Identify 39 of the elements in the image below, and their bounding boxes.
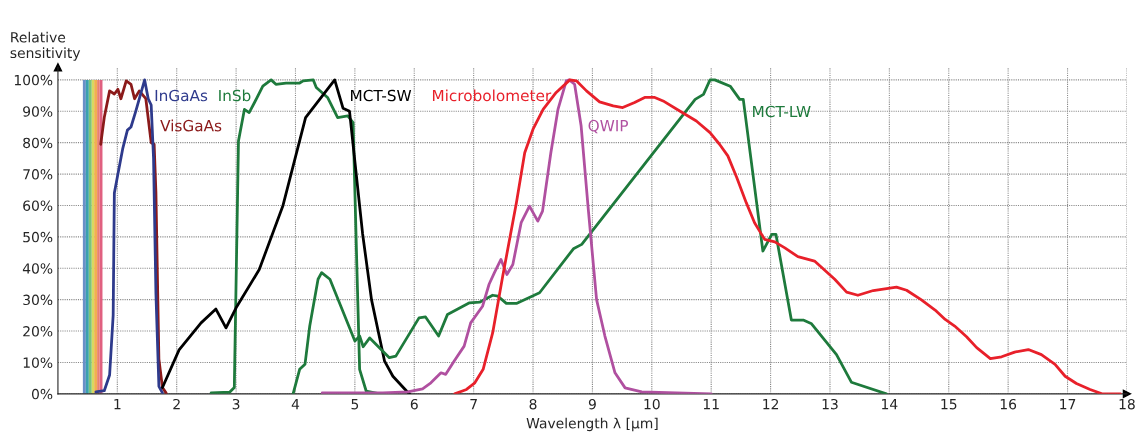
x-tick-label: 12 [763,398,779,410]
y-tick-label: 100% [14,74,53,86]
x-tick-label: 4 [291,399,300,410]
x-tick-label: 17 [1060,399,1076,410]
x-tick-label: 10 [644,398,660,410]
x-tick-label: 7 [470,399,477,410]
y-tick-label: 60% [23,200,53,211]
series-label: InSb [219,89,251,102]
y-tick-label: 20% [23,326,53,337]
x-tick-label: 13 [822,398,838,410]
x-tick-label: 15 [941,399,957,410]
series-label: InGaAs [155,89,208,102]
series-label: Microbolometer [432,89,552,102]
x-tick-label: 18 [1119,398,1135,410]
x-tick-label: 11 [703,399,719,410]
x-tick-label: 2 [173,398,180,410]
line-series [320,78,713,394]
y-tick-label: 40% [22,263,53,274]
series-label: MCT-SW [351,89,412,102]
y-tick-label: 50% [23,231,53,243]
x-tick-label: 5 [351,399,359,410]
y-tick-label: 70% [23,169,53,180]
x-axis-title: Wavelength λ [μm] [526,417,658,432]
x-tick-label: 1 [114,399,121,410]
y-tick-label: 90% [23,106,53,117]
y-axis-title: Relative sensitivity [10,31,81,61]
y-tick-label: 80% [23,137,53,149]
y-tick-label: 10% [23,357,53,368]
series-label: MCT-LW [753,105,811,118]
y-tick-label: 0% [31,388,53,400]
x-tick-label: 8 [529,398,537,410]
x-tick-label: 9 [588,398,596,410]
series-label: QWIP [588,119,628,134]
x-tick-label: 14 [882,399,898,410]
x-tick-label: 16 [1000,398,1017,410]
x-tick-label: 3 [232,398,240,410]
y-tick-label: 30% [23,294,53,306]
series-label: VisGaAs [160,119,222,132]
x-tick-label: 6 [410,398,418,410]
